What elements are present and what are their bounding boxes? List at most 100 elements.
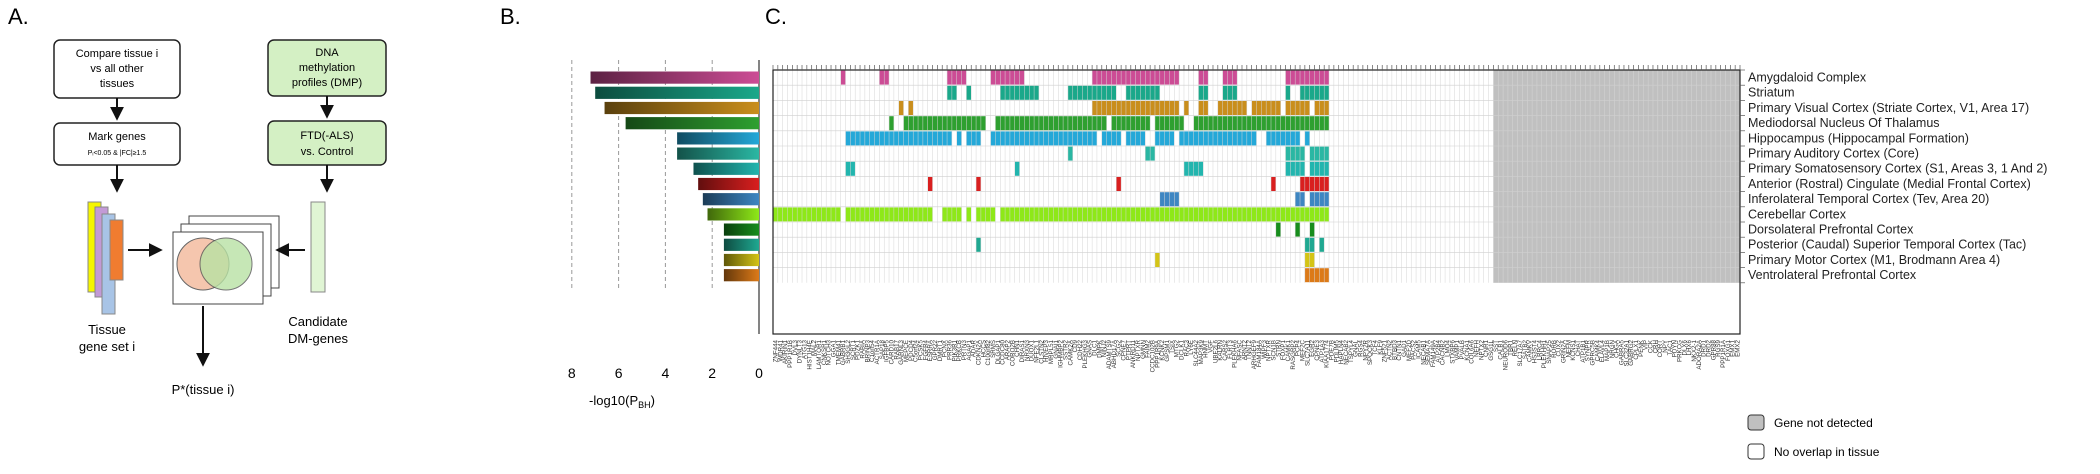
gene-label-165: KCNS1 — [1570, 339, 1577, 360]
box-dna-line2: methylation — [299, 62, 355, 74]
cell-4-8 — [1266, 131, 1301, 146]
gene-label-93: CARS2 — [1222, 339, 1229, 360]
gene-label-119: TSPYL4 — [1348, 339, 1355, 363]
gene-label-17: PDZK1 — [855, 339, 862, 360]
cell-6-1 — [1014, 161, 1020, 176]
gene-label-162: CUX2 — [1556, 339, 1563, 356]
gene-label-189: LHX6 — [1686, 339, 1693, 355]
gene-label-26: GARNL3 — [898, 339, 905, 364]
gene-label-71: SCG2 — [1116, 339, 1123, 356]
gene-label-15: SH3GL2 — [845, 339, 852, 363]
gene-label-125: KLF9 — [1377, 339, 1384, 354]
gene-label-92: KALRN — [1217, 340, 1224, 361]
gene-label-79: PPP1R9A — [1154, 339, 1161, 368]
gene-label-2: AKIRIN1 — [782, 339, 789, 364]
cell-13-0 — [1304, 268, 1310, 283]
gene-label-91: UBE2L6 — [1212, 339, 1219, 363]
gene-label-153: RELN — [1512, 340, 1519, 357]
gene-label-46: DLGAP1 — [995, 339, 1002, 364]
gene-label-65: GNAS — [1087, 340, 1094, 358]
gene-label-101: WIPF3 — [1261, 339, 1268, 358]
gene-label-102: NPTXR — [1266, 339, 1273, 361]
gene-label-166: CHAT — [1575, 340, 1582, 357]
gene-label-38: PRKCB — [956, 340, 963, 361]
gene-label-154: SLC17A7 — [1517, 339, 1524, 366]
venn-stack — [172, 215, 280, 305]
gene-label-1: WDR41 — [777, 339, 784, 361]
gene-label-40: AGAP1 — [966, 339, 973, 360]
gene-label-30: PCSK5 — [917, 339, 924, 360]
gene-label-29: C5orf24 — [913, 339, 920, 362]
gene-label-9: LAMTOR1 — [816, 339, 823, 369]
gene-label-176: SLC32A1 — [1623, 339, 1630, 366]
tick-b-4: 4 — [662, 365, 670, 381]
cell-2-1 — [908, 101, 914, 115]
gene-label-25: RAB17 — [893, 339, 900, 359]
gene-label-11: NOTCH3 — [826, 339, 833, 365]
box-dna-line3: profiles (DMP) — [292, 77, 362, 89]
heatmap-gridlines — [773, 70, 1740, 283]
box-mark-sub: Pᵢ<0.05 & |FC|≥1.5 — [88, 150, 147, 157]
panel-a: A. Compare tissue i vs all other tissues… — [8, 4, 387, 397]
gene-label-56: HIVEP3 — [1043, 339, 1050, 362]
gene-label-124: TCF4 — [1372, 339, 1379, 355]
gene-label-100: FAM184A — [1256, 339, 1263, 367]
gene-label-194: GPR88 — [1710, 339, 1717, 360]
gene-label-24: CARD10 — [888, 339, 895, 364]
tissue-label-1: Striatum — [1748, 86, 1795, 100]
gene-label-51: DIRAS1 — [1019, 339, 1026, 362]
gene-label-133: ICAM5 — [1415, 339, 1422, 358]
gene-set-orange — [109, 219, 124, 281]
gene-label-177: GABRG2 — [1628, 339, 1635, 365]
gene-label-87: SLC44A2 — [1193, 339, 1200, 366]
bar-8 — [702, 193, 759, 206]
gene-label-52: NRXN3 — [1024, 339, 1031, 361]
gene-label-115: PDE7B — [1328, 340, 1335, 360]
cell-1-6 — [1222, 85, 1238, 100]
gene-label-13: TMEM41 — [835, 339, 842, 365]
gene-label-172: MAP1B — [1604, 340, 1611, 361]
tissue-label-8: Inferolateral Temporal Cortex (Tev, Area… — [1748, 192, 1989, 206]
gene-label-83: MTG2 — [1174, 339, 1181, 357]
gene-label-4: DVL3 — [792, 339, 799, 355]
tissue-label-9: Cerebellar Cortex — [1748, 207, 1847, 221]
gene-label-50: CHN1 — [1014, 339, 1021, 356]
gene-label-16: SCRT1 — [850, 339, 857, 360]
gene-label-45: SRMS — [990, 340, 997, 358]
gene-label-54: NFE2L1 — [1034, 339, 1041, 362]
gene-label-39: PRTN3 — [961, 339, 968, 360]
gene-label-6: ATG13 — [801, 339, 808, 359]
bar-10 — [723, 223, 759, 236]
gene-label-128: BTBD3 — [1391, 339, 1398, 360]
gene-label-138: CACNB2 — [1440, 339, 1447, 365]
gene-label-8: MAL2 — [811, 339, 818, 356]
label-candidate-line1: Candidate — [288, 314, 347, 329]
cell-4-9 — [1304, 131, 1310, 146]
gene-label-117: HAPLN4 — [1338, 339, 1345, 364]
gene-label-98: TNNT2 — [1246, 339, 1253, 359]
gene-label-157: HS3ST4 — [1532, 339, 1539, 363]
gene-label-85: RAC3 — [1183, 339, 1190, 356]
cell-10-1 — [1295, 222, 1301, 237]
gene-label-156: CAMKV — [1527, 339, 1534, 362]
tissue-label-6: Primary Somatosensory Cortex (S1, Areas … — [1748, 162, 2047, 176]
gene-label-77: FAIM2 — [1145, 339, 1152, 357]
cell-11-0 — [976, 237, 981, 252]
tissue-label-12: Primary Motor Cortex (M1, Brodmann Area … — [1748, 253, 2000, 267]
cell-4-1 — [956, 131, 962, 146]
gene-label-161: RORB — [1551, 340, 1558, 358]
gene-label-44: C10orf82 — [985, 339, 992, 365]
bar-13 — [723, 269, 759, 282]
gene-label-145: NEFH — [1473, 340, 1480, 357]
gene-label-23: IGFBP5 — [884, 339, 891, 362]
cell-2-0 — [898, 101, 904, 115]
gene-label-112: CPNE3 — [1314, 339, 1321, 360]
gene-label-114: KIAA1774 — [1324, 339, 1331, 367]
gene-label-127: ACTN2 — [1386, 339, 1393, 360]
gene-label-197: FOXG1 — [1725, 339, 1732, 361]
box-dna-line1: DNA — [315, 47, 339, 59]
gene-label-61: CAMK2A — [1067, 339, 1074, 365]
gene-label-35: PCNX — [942, 340, 949, 357]
gene-label-167: ATP1B1 — [1580, 339, 1587, 362]
